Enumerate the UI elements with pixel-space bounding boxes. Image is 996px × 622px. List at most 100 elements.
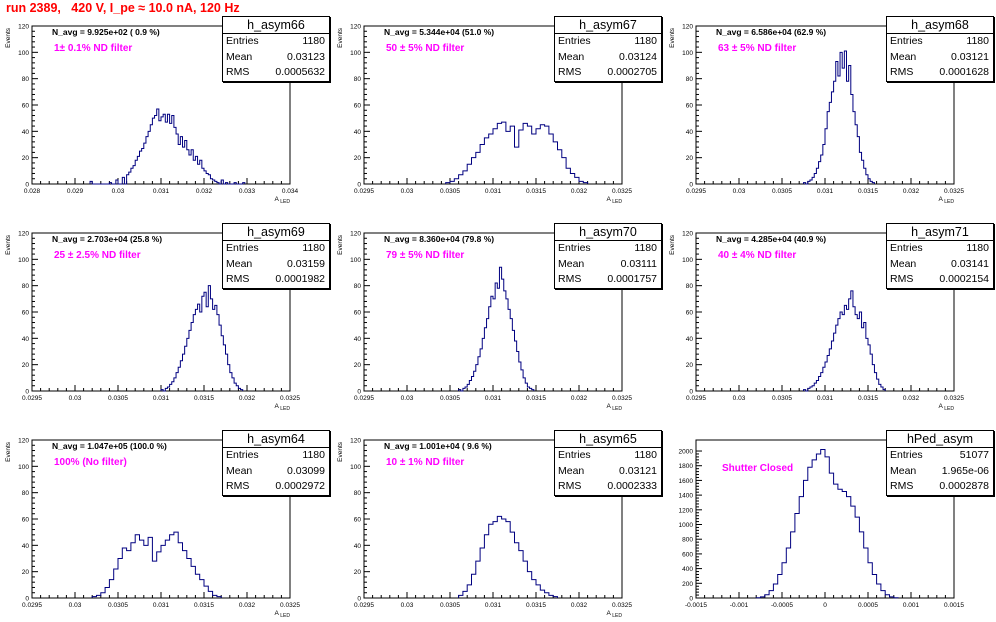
- histogram-series: [755, 449, 899, 599]
- y-tick-label: 80: [22, 283, 30, 290]
- histogram-bin: [480, 145, 484, 185]
- histogram-bin: [508, 309, 510, 391]
- histogram-bin: [890, 597, 894, 598]
- stat-mean-value: 0.03123: [287, 50, 325, 63]
- histogram-bin: [195, 309, 197, 391]
- stat-entries-value: 1180: [302, 242, 325, 254]
- histogram-bin: [210, 179, 212, 184]
- histogram-bin: [872, 574, 876, 598]
- histogram-bin: [241, 390, 243, 391]
- y-tick-label: 40: [686, 336, 694, 343]
- histogram-pad-hPed_asym: 0 200 400 600 800 1000 1200 1400 1600 1800 2000 -0.…: [664, 414, 996, 621]
- histogram-bin: [502, 122, 506, 184]
- histogram-bin: [499, 267, 501, 391]
- y-tick-label: 40: [22, 543, 30, 550]
- histogram-bin: [506, 299, 508, 391]
- histogram-bin: [834, 333, 836, 391]
- histogram-bin: [536, 129, 540, 184]
- histogram-bin: [200, 312, 202, 391]
- x-tick-label: 0.03: [69, 395, 82, 402]
- histogram-bin: [148, 131, 150, 184]
- histogram-bin: [234, 383, 236, 391]
- x-tick-label: 0.0305: [440, 188, 460, 195]
- histogram-bin: [553, 597, 557, 598]
- stat-entries-label: Entries: [558, 449, 591, 461]
- stat-entries-label: Entries: [226, 242, 259, 254]
- histogram-bin: [178, 367, 180, 391]
- histogram-bin: [823, 145, 825, 185]
- filter-label: 1± 0.1% ND filter: [54, 43, 133, 54]
- stat-mean-row: Mean 0.03099: [223, 464, 329, 480]
- y-tick-label: 1800: [679, 463, 694, 470]
- histogram-bin: [885, 595, 889, 598]
- stat-mean-row: Mean 0.03111: [555, 257, 661, 273]
- histogram-plot: 0 20 40 60 80 100 120 0.0295 0.03 0.0305 0.031 0.03…: [669, 24, 964, 206]
- histogram-bin: [109, 580, 113, 598]
- x-tick-label: 0.0315: [526, 602, 546, 609]
- histogram-bin: [202, 168, 204, 184]
- histogram-bin: [170, 535, 174, 598]
- histogram-bin: [133, 166, 135, 184]
- y-axis-title: Events: [337, 234, 344, 255]
- histogram-bin: [174, 378, 176, 391]
- y-tick-label: 1400: [679, 493, 694, 500]
- histogram-bin: [152, 561, 156, 598]
- stat-rms-value: 0.0002705: [607, 66, 657, 78]
- stat-entries-row: Entries 51077: [887, 448, 993, 464]
- histogram-bin: [135, 535, 139, 598]
- histogram-bin: [812, 460, 816, 598]
- x-tick-label: 0.0305: [772, 395, 792, 402]
- stat-mean-value: 0.03124: [619, 50, 657, 63]
- histogram-bin: [131, 543, 135, 598]
- x-axis-title: A LED: [275, 403, 291, 412]
- histogram-pad-h_asym67: 0 20 40 60 80 100 120 0.0295 0.03 0.0305 0.031 0.03…: [332, 0, 664, 207]
- histogram-bin: [204, 292, 206, 391]
- stat-entries-label: Entries: [226, 449, 259, 461]
- y-axis-title: Events: [5, 234, 12, 255]
- stat-entries-label: Entries: [226, 35, 259, 47]
- histogram-bin: [827, 112, 829, 184]
- histogram-bin: [540, 125, 544, 184]
- histogram-bin: [808, 181, 810, 184]
- histogram-pad-h_asym69: 0 20 40 60 80 100 120 0.0295 0.03 0.0305 0.031 0.03…: [0, 207, 332, 414]
- histogram-bin: [232, 378, 234, 391]
- histogram-bin: [185, 346, 187, 391]
- histogram-name: h_asym71: [887, 224, 993, 241]
- y-tick-label: 80: [22, 490, 30, 497]
- histogram-pad-h_asym65: 0 20 40 60 80 100 120 0.0295 0.03 0.0305 0.031 0.03…: [332, 414, 664, 621]
- y-tick-label: 80: [354, 490, 362, 497]
- y-tick-label: 1000: [679, 522, 694, 529]
- x-tick-label: 0.031: [485, 602, 502, 609]
- histogram-bin: [549, 134, 553, 184]
- histogram-bin: [497, 123, 501, 184]
- stat-rms-row: RMS 0.0002333: [555, 479, 661, 495]
- y-axis-title: Events: [337, 27, 344, 48]
- histogram-bin: [101, 593, 105, 598]
- stat-rms-value: 0.0002154: [939, 273, 989, 285]
- stat-rms-row: RMS 0.0002972: [223, 479, 329, 495]
- histogram-bin: [840, 52, 842, 184]
- histogram-bin: [208, 286, 210, 391]
- histogram-bin: [881, 387, 883, 391]
- histogram-bin: [90, 181, 92, 184]
- y-tick-label: 60: [354, 310, 362, 317]
- x-tick-label: 0.0325: [944, 395, 964, 402]
- y-tick-label: 60: [686, 103, 694, 110]
- histogram-bin: [549, 595, 553, 598]
- histogram-bin: [469, 380, 471, 391]
- histogram-bin: [838, 319, 840, 391]
- histogram-bin: [527, 572, 531, 598]
- histogram-bin: [872, 365, 874, 391]
- histogram-bin: [844, 305, 846, 391]
- histogram-bin: [838, 76, 840, 184]
- stat-entries-value: 1180: [634, 449, 657, 461]
- x-tick-label: 0.034: [282, 188, 299, 195]
- y-tick-label: 400: [682, 566, 693, 573]
- histogram-bin: [137, 156, 139, 184]
- histogram-bin: [459, 390, 461, 391]
- histogram-pad-h_asym70: 0 20 40 60 80 100 120 0.0295 0.03 0.0305 0.031 0.03…: [332, 207, 664, 414]
- histogram-bin: [150, 125, 152, 184]
- histogram-bin: [847, 81, 849, 184]
- histogram-bin: [474, 371, 476, 391]
- histogram-bin: [821, 450, 825, 598]
